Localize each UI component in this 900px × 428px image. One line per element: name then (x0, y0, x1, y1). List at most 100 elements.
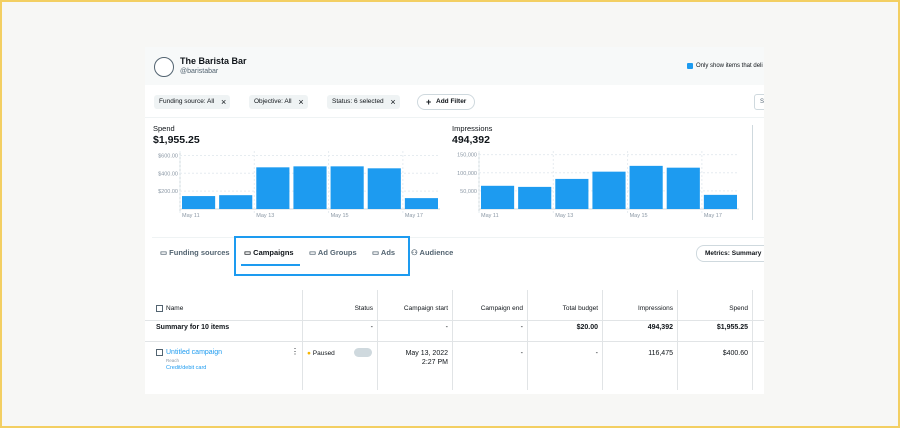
divider (752, 125, 753, 220)
col-line (377, 290, 378, 390)
divider (145, 320, 764, 321)
status: ● Paused (307, 350, 335, 357)
summary-cell: - (370, 324, 373, 331)
chart: $200.00 $400.00 $600.00 May 11 May 13 May 15 M… (158, 151, 440, 219)
toggle[interactable] (354, 348, 372, 357)
chart-total: $1,955.25 (153, 134, 200, 146)
bar (703, 194, 737, 209)
chart-label: Impressions (452, 124, 493, 133)
cell: May 13, 2022 (405, 350, 448, 357)
tab-label: Campaigns (253, 248, 294, 257)
y-tick-label: $600.00 (158, 153, 178, 159)
panel: The Barista Bar @baristabar Only show it… (145, 47, 764, 394)
x-tick-label: May 13 (555, 213, 573, 219)
tab[interactable]: ▭ Ads (372, 248, 396, 257)
x-tick-label: May 17 (405, 213, 423, 219)
divider (145, 341, 764, 342)
cell: - (520, 350, 523, 357)
chart: 50,000 100,000 150,000 May 11 May 13 May 15 Ma… (457, 151, 739, 219)
x-tick-label: May 13 (256, 213, 274, 219)
y-tick-label: $400.00 (158, 171, 178, 177)
summary-cell: $20.00 (576, 324, 598, 331)
x-tick-label: May 11 (481, 213, 499, 219)
bar (219, 195, 253, 209)
bar (518, 186, 552, 209)
col-line (527, 290, 528, 390)
cell: 2:27 PM (421, 359, 448, 366)
only-show-label: Only show items that deli (696, 63, 763, 69)
chart-total: 494,392 (452, 134, 490, 146)
column-header: Impressions (637, 305, 673, 312)
highlight-box (234, 236, 410, 276)
column-header: Total budget (562, 305, 598, 312)
search[interactable]: S (754, 94, 764, 110)
checkbox[interactable] (156, 305, 163, 312)
bar (592, 171, 626, 209)
add-filter-button[interactable]: + Add Filter (417, 94, 476, 110)
filter-chip[interactable]: Status: 6 selected (327, 95, 400, 109)
bar (666, 167, 700, 209)
chart-label: Spend (153, 124, 175, 133)
col-line (677, 290, 678, 390)
bar (629, 165, 663, 209)
summary-label: Summary for 10 items (156, 324, 230, 331)
summary-cell: 494,392 (647, 324, 673, 331)
campaign-link[interactable]: Untitled campaign (166, 349, 223, 356)
col-line (602, 290, 603, 390)
col-line (752, 290, 753, 390)
account-name: The Barista Bar (180, 56, 247, 66)
y-tick-label: 150,000 (457, 153, 477, 159)
tab-label: Funding sources (169, 248, 230, 257)
checkbox[interactable] (687, 63, 693, 69)
filter-chip[interactable]: Funding source: All (154, 95, 231, 109)
cell: $400.60 (722, 350, 748, 357)
status-dot: ● (307, 350, 311, 357)
cell: 116,475 (648, 350, 673, 357)
objective: Reach (166, 358, 180, 363)
column-header: Name (166, 305, 184, 312)
column-header: Status (354, 305, 373, 312)
add-filter-label: Add Filter (436, 98, 467, 105)
filter-chip[interactable]: Objective: All (249, 95, 308, 109)
bar (481, 185, 515, 209)
x-tick-label: May 15 (331, 213, 349, 219)
bar (293, 166, 327, 209)
x-tick-label: May 11 (182, 213, 200, 219)
summary-cell: $1,955.25 (716, 324, 748, 331)
column-header: Campaign start (403, 305, 448, 312)
bar (330, 166, 364, 209)
divider (152, 237, 764, 238)
status-text: Paused (312, 350, 335, 357)
tab[interactable]: ▭ Funding sources (160, 248, 230, 257)
y-tick-label: 100,000 (457, 171, 477, 177)
summary-cell: - (520, 324, 523, 331)
tab-label: Ads (380, 248, 396, 257)
account-handle: @baristabar (180, 68, 219, 75)
tab[interactable]: ⚇ Audience (411, 248, 454, 257)
x-tick-label: May 17 (704, 213, 722, 219)
header-bar (145, 47, 764, 85)
active-tab-underline (241, 264, 300, 266)
column-header: Spend (729, 305, 748, 312)
tab[interactable]: ▭ Ad Groups (309, 248, 357, 257)
funding-link[interactable]: Credit/debit card (166, 365, 207, 371)
checkbox[interactable] (156, 349, 163, 356)
plus-icon: + (426, 97, 432, 107)
tab[interactable]: ▭ Campaigns (244, 248, 294, 257)
bar (256, 167, 290, 209)
col-line (452, 290, 453, 390)
y-tick-label: 50,000 (460, 189, 477, 195)
cell: - (595, 350, 598, 357)
divider (145, 117, 764, 118)
metrics-button[interactable]: Metrics: Summary (696, 245, 764, 262)
more-menu[interactable]: ⋮ (291, 347, 299, 356)
summary-cell: - (445, 324, 448, 331)
tab-label: Audience (419, 248, 454, 257)
bar (555, 178, 589, 209)
tab-label: Ad Groups (317, 248, 357, 257)
x-tick-label: May 15 (630, 213, 648, 219)
bar (404, 198, 438, 209)
y-tick-label: $200.00 (158, 189, 178, 195)
bar (182, 196, 216, 209)
